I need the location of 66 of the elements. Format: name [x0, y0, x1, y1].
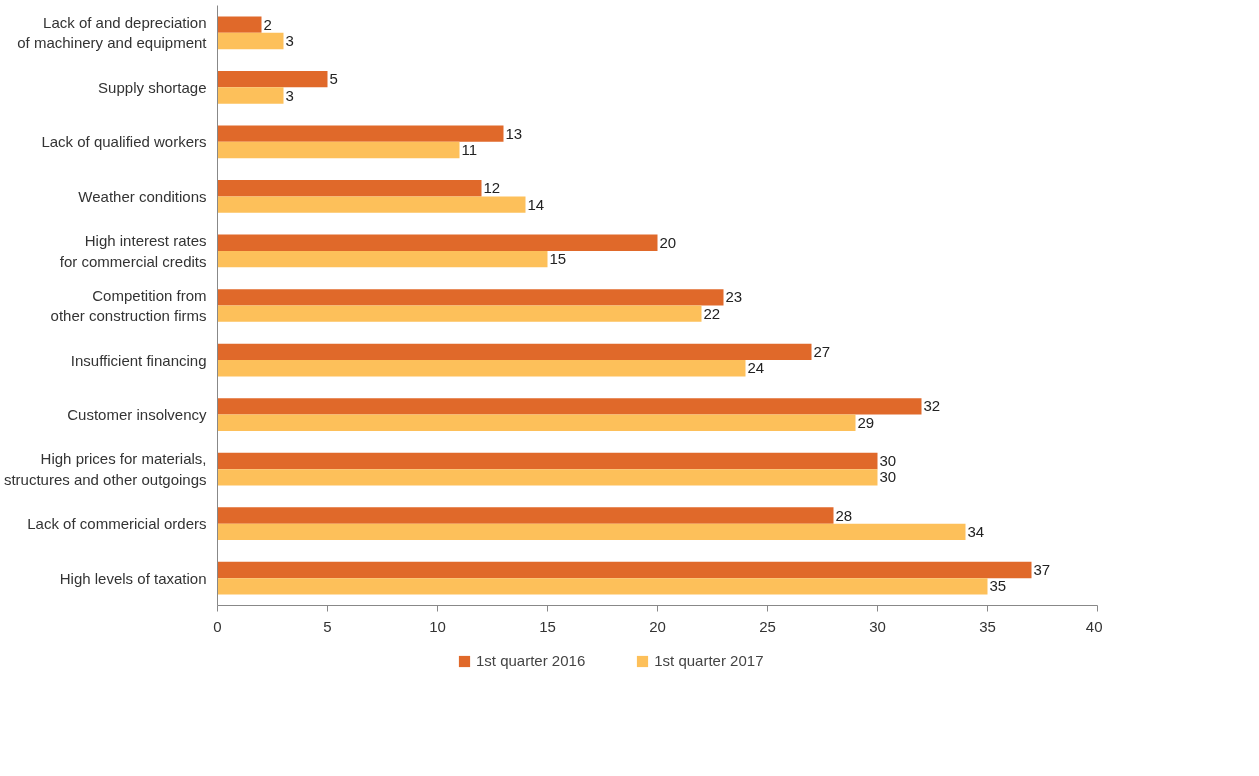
- bar: [217, 125, 504, 142]
- y-tick-label: Competition from other construction firms: [50, 286, 207, 325]
- data-label: 34: [967, 522, 985, 540]
- data-label: 13: [505, 124, 523, 142]
- bar: [217, 398, 922, 415]
- data-label: 30: [879, 451, 897, 469]
- data-label: 3: [285, 31, 294, 49]
- bar: [217, 305, 702, 322]
- legend-label: 1st quarter 2017: [654, 652, 764, 669]
- y-tick-label: Lack of commericial orders: [27, 515, 207, 533]
- data-label: 2: [263, 15, 272, 33]
- data-label: 20: [659, 233, 677, 251]
- data-label: 32: [923, 397, 941, 415]
- y-tick-label: Lack of and depreciation of machinery and equipment: [17, 14, 208, 52]
- data-label: 24: [747, 359, 765, 377]
- data-label: 14: [527, 195, 545, 213]
- bar: [217, 289, 724, 306]
- x-tick-label: 0: [213, 617, 222, 635]
- x-tick-label: 15: [539, 617, 556, 635]
- y-tick-label: High interest rates for commercial credits: [59, 232, 207, 270]
- y-tick-label: Weather conditions: [78, 187, 207, 205]
- bar: [217, 561, 1032, 579]
- data-label: 5: [329, 70, 338, 88]
- bar: [217, 578, 988, 595]
- y-tick-label: Customer insolvency: [67, 406, 207, 424]
- data-label: 15: [549, 250, 567, 268]
- bar: [217, 70, 328, 88]
- y-tick-label: Supply shortage: [98, 78, 207, 96]
- data-label: 35: [989, 577, 1007, 595]
- bar: [217, 469, 878, 486]
- bar: [217, 414, 856, 431]
- data-label: 30: [879, 468, 897, 486]
- bar: [217, 343, 812, 361]
- data-label: 23: [725, 288, 743, 306]
- y-tick-label: High levels of taxation: [59, 569, 207, 587]
- legend-label: 1st quarter 2016: [476, 652, 586, 669]
- x-tick-label: 30: [869, 617, 886, 635]
- bar: [217, 16, 262, 33]
- bar: [217, 250, 548, 268]
- x-tick-label: 35: [979, 617, 996, 635]
- bar: [217, 234, 658, 251]
- y-tick-label: Insufficient financing: [70, 351, 207, 369]
- data-label: 28: [835, 506, 853, 524]
- bar: [217, 196, 526, 213]
- bar: [217, 32, 284, 50]
- x-tick-label: 5: [323, 617, 332, 635]
- bar: [217, 360, 746, 377]
- x-tick-label: 20: [649, 617, 666, 635]
- bar: [217, 523, 966, 541]
- data-label: 22: [703, 304, 721, 322]
- data-label: 11: [461, 141, 478, 159]
- y-tick-label: Lack of qualified workers: [41, 133, 207, 151]
- y-tick-label: High prices for materials, structures and other outgoings: [3, 450, 207, 488]
- bar: [217, 141, 460, 159]
- data-label: 29: [857, 413, 875, 431]
- bar: [217, 507, 834, 524]
- bar: [217, 180, 482, 197]
- x-tick-label: 40: [1085, 617, 1103, 635]
- data-label: 37: [1033, 561, 1051, 579]
- x-tick-label: 25: [759, 617, 776, 635]
- data-label: 3: [285, 86, 294, 104]
- bar: [217, 452, 878, 470]
- bar: [217, 87, 284, 104]
- x-tick-label: 10: [429, 617, 446, 635]
- data-label: 12: [483, 179, 501, 197]
- data-label: 27: [813, 342, 831, 360]
